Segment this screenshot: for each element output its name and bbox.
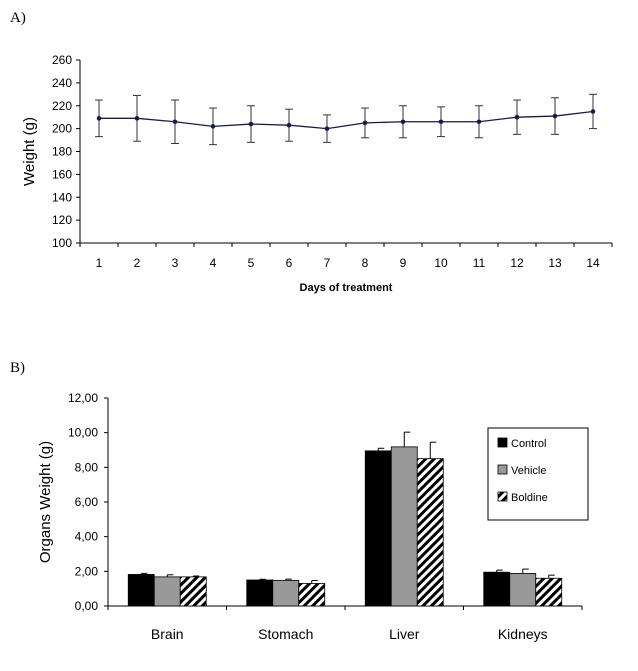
chart-a-x-axis-title: Days of treatment <box>300 282 393 294</box>
chart-b-category-label: Stomach <box>258 626 313 642</box>
chart-b-bar-control <box>364 450 392 607</box>
chart-b-y-tick-label: 12,00 <box>68 391 98 405</box>
chart-a-y-tick-label: 160 <box>52 167 72 181</box>
chart-b-bar-vehicle <box>390 446 418 607</box>
panel-a-label: A) <box>10 10 26 26</box>
chart-b-bar-boldine <box>298 583 326 607</box>
chart-a-y-tick-label: 140 <box>52 190 72 204</box>
chart-b-y-tick-label: 4,00 <box>75 530 99 544</box>
chart-a-x-tick-label: 6 <box>286 256 293 270</box>
chart-b-bar-boldine <box>416 458 444 607</box>
chart-a-x-tick-label: 8 <box>362 256 369 270</box>
chart-b-y-ticks: 0,00 2,00 4,00 6,00 8,00 10,00 12,00 <box>68 391 108 613</box>
chart-b-y-tick-label: 0,00 <box>75 599 99 613</box>
chart-a-point <box>96 116 102 121</box>
chart-a-point <box>248 121 254 127</box>
chart-a-point <box>324 126 330 131</box>
chart-a-x-tick-label: 2 <box>134 256 141 270</box>
chart-b-bar-control <box>246 579 274 607</box>
chart-a-series <box>95 93 597 146</box>
chart-a-x-tick-label: 9 <box>400 256 407 270</box>
chart-a-y-tick-label: 100 <box>52 236 72 250</box>
chart-a-y-tick-label: 220 <box>52 99 72 113</box>
chart-b-y-tick-label: 8,00 <box>75 460 99 474</box>
chart-a-point <box>172 119 178 125</box>
chart-a-y-tick-label: 260 <box>52 53 72 67</box>
chart-b-y-tick-label: 6,00 <box>75 495 99 509</box>
chart-a-x-tick-label: 5 <box>248 256 255 270</box>
chart-b-y-tick-label: 10,00 <box>68 426 98 440</box>
chart-b-y-axis-title: Organs Weight (g) <box>37 441 54 563</box>
chart-b-bar-boldine <box>179 576 207 607</box>
chart-a-point <box>400 119 406 125</box>
chart-b-bar-control <box>127 574 155 607</box>
chart-b-y-tick-label: 2,00 <box>75 564 99 578</box>
chart-b-legend-label: Vehicle <box>511 465 546 477</box>
chart-a-point <box>590 109 596 114</box>
panel-b-label: B) <box>10 360 25 376</box>
chart-b-category-labels: Brain Stomach Liver Kidneys <box>107 606 583 642</box>
chart-b-bar-vehicle <box>272 579 300 607</box>
chart-b-legend-swatch <box>497 464 508 475</box>
chart-a-x-tick-label: 12 <box>510 256 524 270</box>
chart-a-x-tick-label: 11 <box>473 256 486 270</box>
chart-a-y-ticks: 100 120 140 160 180 200 220 240 260 <box>52 53 80 250</box>
chart-b-legend: Control Vehicle Boldine <box>487 427 589 521</box>
chart-b-bar-vehicle <box>153 576 181 607</box>
chart-a-x-tick-label: 14 <box>586 256 600 270</box>
chart-a-point <box>210 124 216 129</box>
chart-b-category-label: Liver <box>389 626 420 642</box>
chart-a-y-tick-label: 120 <box>52 213 72 227</box>
chart-a-point <box>552 113 558 119</box>
chart-b-legend-swatch <box>497 437 508 448</box>
chart-a-x-tick-label: 10 <box>434 256 448 270</box>
chart-a-x-tick-label: 4 <box>210 256 217 270</box>
chart-b-bars <box>127 431 563 607</box>
chart-b-bar-vehicle <box>509 573 537 607</box>
chart-a-x-tick-label: 7 <box>324 256 331 270</box>
chart-b-bar-control <box>483 571 511 607</box>
chart-a-y-tick-label: 180 <box>52 145 72 159</box>
chart-a-x-tick-label: 13 <box>548 256 562 270</box>
chart-a-y-tick-label: 200 <box>52 122 72 136</box>
chart-a-point <box>362 120 368 126</box>
chart-a-point <box>514 114 520 120</box>
chart-a-point <box>134 116 140 121</box>
chart-a-point <box>286 122 292 128</box>
chart-b-bar-boldine <box>535 577 563 607</box>
chart-b-legend-label: Boldine <box>511 492 548 504</box>
chart-b-category-label: Brain <box>151 626 184 642</box>
chart-a-point <box>438 119 444 125</box>
chart-a-y-axis-title: Weight (g) <box>21 117 38 186</box>
chart-b-legend-swatch <box>497 491 508 502</box>
chart-a-x-tick-label: 3 <box>172 256 179 270</box>
chart-a-x-ticks: 1 2 3 4 5 6 7 8 9 10 11 12 13 14 <box>79 243 613 270</box>
chart-b-category-label: Kidneys <box>498 626 548 642</box>
chart-a-point <box>476 119 482 125</box>
chart-a-x-tick-label: 1 <box>96 256 103 270</box>
chart-a-series-line <box>99 110 594 130</box>
chart-b-legend-label: Control <box>511 438 546 450</box>
chart-a-y-tick-label: 240 <box>52 76 72 90</box>
